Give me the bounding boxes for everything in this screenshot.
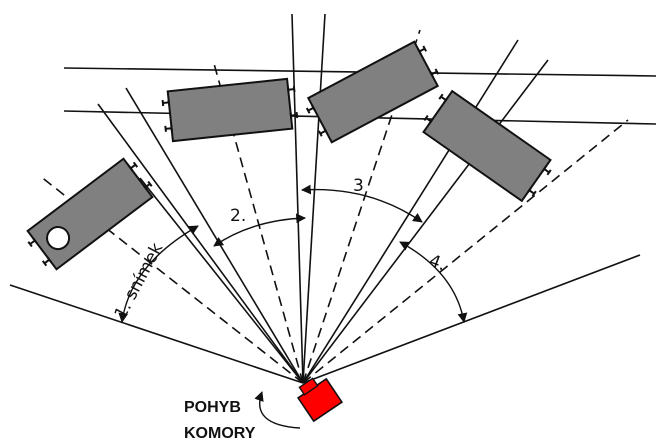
arc-shot-2 — [214, 218, 305, 246]
boundary-left — [10, 285, 303, 383]
camera-rotation-arrow — [260, 392, 300, 428]
rail-car-4 — [419, 88, 556, 205]
rail-car-1 — [23, 155, 157, 273]
rail-car-2 — [162, 78, 299, 142]
label-shot-1: 1. snímek — [111, 240, 168, 323]
label-shot-2: 2. — [230, 206, 246, 226]
boundary-right — [303, 255, 640, 383]
motion-label-line1: POHYB — [184, 399, 241, 416]
label-shot-3: 3 — [353, 176, 364, 196]
rail-car-3 — [303, 39, 443, 145]
label-shot-4: 4. — [426, 251, 448, 275]
motion-label-line2: KOMORY — [184, 425, 256, 442]
